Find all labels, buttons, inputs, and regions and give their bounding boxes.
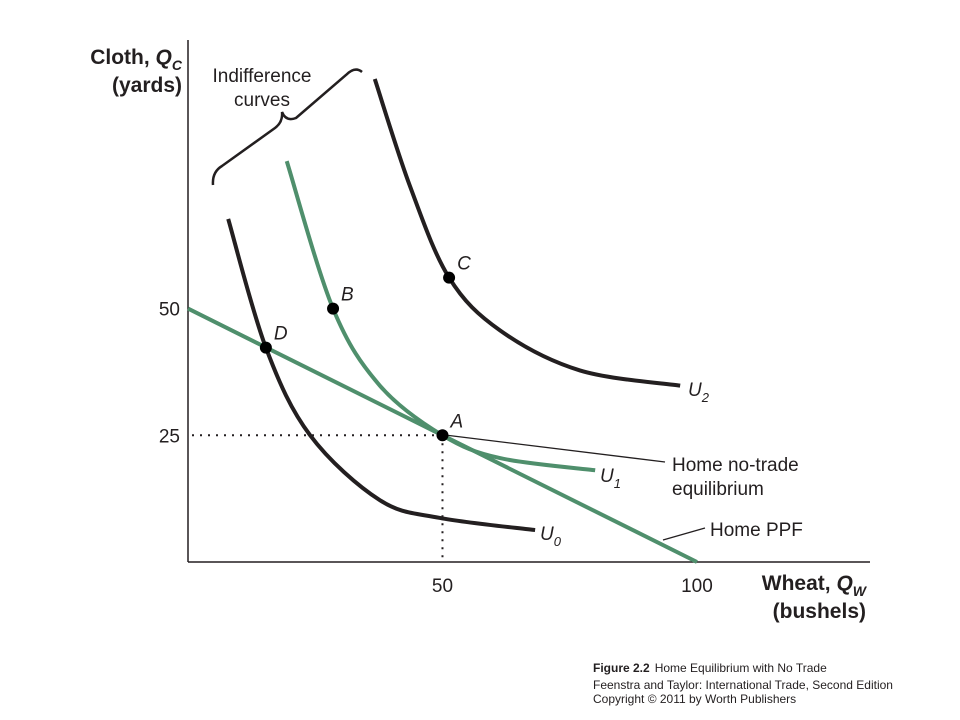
axis-label-sub: W [853,583,868,599]
annotation: curves [234,90,290,111]
x-tick-label: 100 [681,576,713,597]
y-tick-label: 50 [159,300,180,321]
axis-label-text: Wheat, [762,572,837,595]
caption-figure: Figure 2.2 [593,661,650,675]
axis-label-var: Q [836,572,852,595]
curve-label: U2 [688,380,710,405]
curve-label-sub: 1 [614,476,621,491]
ppf-label: Home PPF [710,520,803,541]
curve-label-main: U [600,466,614,487]
axis-label: Wheat, QW [762,572,868,599]
point [443,271,456,284]
caption-copyright: Copyright © 2011 by Worth Publishers [593,692,796,706]
point [327,302,340,315]
axis-label-sub: C [172,57,183,73]
annotation: Home no-trade [672,455,799,476]
axis-label-var: Q [156,46,172,69]
point-label: B [341,285,354,306]
curve-label: U1 [600,466,621,491]
point-label: C [457,254,471,275]
point-label: A [449,411,463,432]
caption-title: Home Equilibrium with No Trade [655,661,827,675]
leader-line [444,434,666,463]
caption: Figure 2.2 Home Equilibrium with No Trade [593,661,827,675]
curve-label-sub: 2 [701,390,710,405]
indifference-curve [372,78,681,388]
point [259,341,272,354]
caption-source: Feenstra and Taylor: International Trade… [593,678,893,692]
point [436,429,449,442]
x-tick-label: 50 [432,576,453,597]
bracket [211,68,363,186]
curve-label-main: U [540,524,554,545]
leader-line [662,527,706,541]
point-label: D [274,324,288,345]
annotation: equilibrium [672,479,764,500]
curve-label: U0 [540,524,562,549]
curve-label-main: U [688,380,702,401]
indifference-curve [226,218,536,533]
annotation: Indifference [213,66,312,87]
axis-label: Cloth, QC [90,46,183,73]
y-tick-label: 25 [159,426,180,447]
curve-label-sub: 0 [554,534,562,549]
axis-label-text: Cloth, [90,46,155,69]
axis-label-unit: (bushels) [773,600,866,623]
indifference-curve [284,160,596,473]
axis-label-unit: (yards) [112,74,182,97]
